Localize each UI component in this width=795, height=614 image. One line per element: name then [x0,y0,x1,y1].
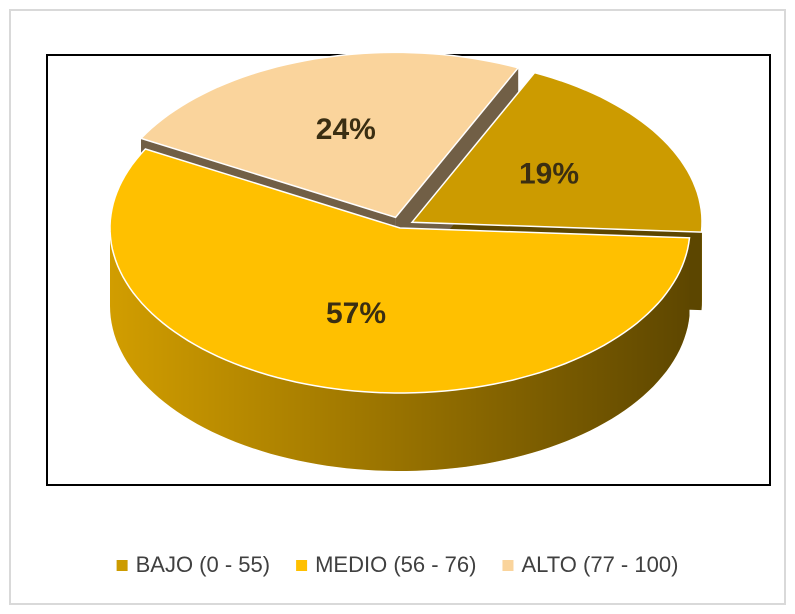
legend-swatch [116,560,128,571]
pie: 19% 57% 24% [109,51,703,471]
slice [109,148,691,394]
slice [139,51,520,219]
legend-label: MEDIO (56 - 76) [315,552,476,577]
data-label: 57% [326,297,386,330]
slice-side-shade [110,228,690,471]
slice [410,71,703,233]
slice-side-shade [701,222,702,311]
legend: BAJO (0 - 55) MEDIO (56 - 76) ALTO (77 - 1… [116,552,678,577]
data-label: 19% [519,158,579,191]
legend-swatch [296,560,308,571]
legend-swatch [502,560,514,571]
data-label: 24% [316,113,376,146]
legend-label: BAJO (0 - 55) [136,552,270,577]
legend-label: ALTO (77 - 100) [521,552,678,577]
